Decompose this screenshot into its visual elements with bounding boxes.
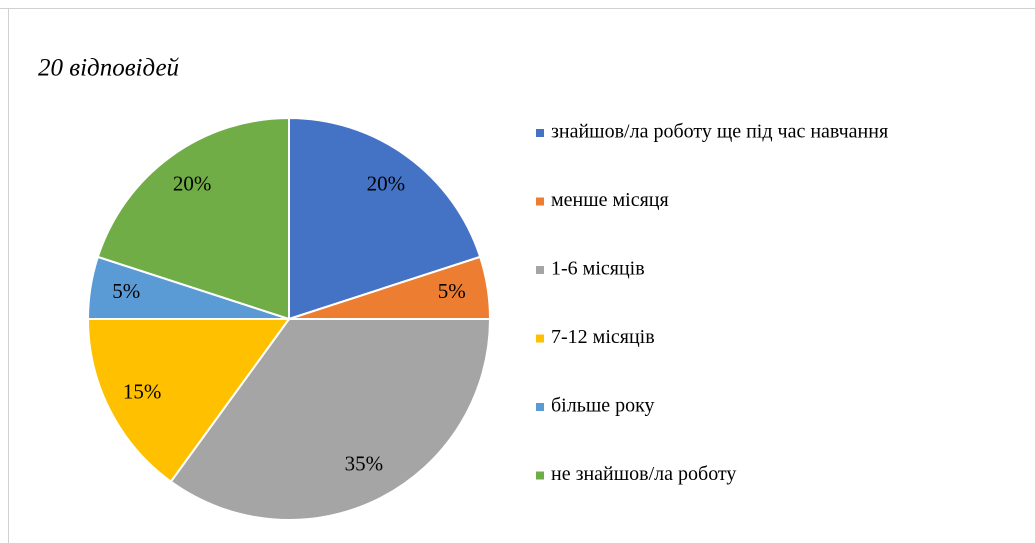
legend-marker [536, 197, 544, 206]
legend-label: знайшов/ла роботу ще під час навчання [551, 121, 888, 143]
legend-label: більше року [551, 395, 655, 417]
legend-label: 1-6 місяців [551, 258, 645, 280]
chart-title: 20 відповідей [38, 55, 180, 82]
legend-marker [536, 471, 544, 480]
legend-marker [536, 334, 544, 343]
legend-label: менше місяця [551, 189, 669, 211]
data-label: 5% [438, 279, 466, 303]
pie-slice [96, 116, 290, 321]
data-label: 5% [112, 279, 140, 303]
pie-slice [169, 318, 492, 521]
legend-marker [536, 129, 544, 137]
pie-slice [86, 318, 291, 484]
data-label: 15% [123, 380, 162, 404]
legend-label: не знайшов/ла роботу [551, 463, 736, 485]
data-label: 20% [367, 171, 406, 195]
data-label: 35% [345, 452, 384, 476]
data-label: 20% [173, 171, 212, 195]
legend-marker [536, 403, 544, 411]
pie-slice [288, 116, 482, 321]
legend-marker [536, 266, 544, 274]
legend-label: 7-12 місяців [551, 326, 655, 348]
